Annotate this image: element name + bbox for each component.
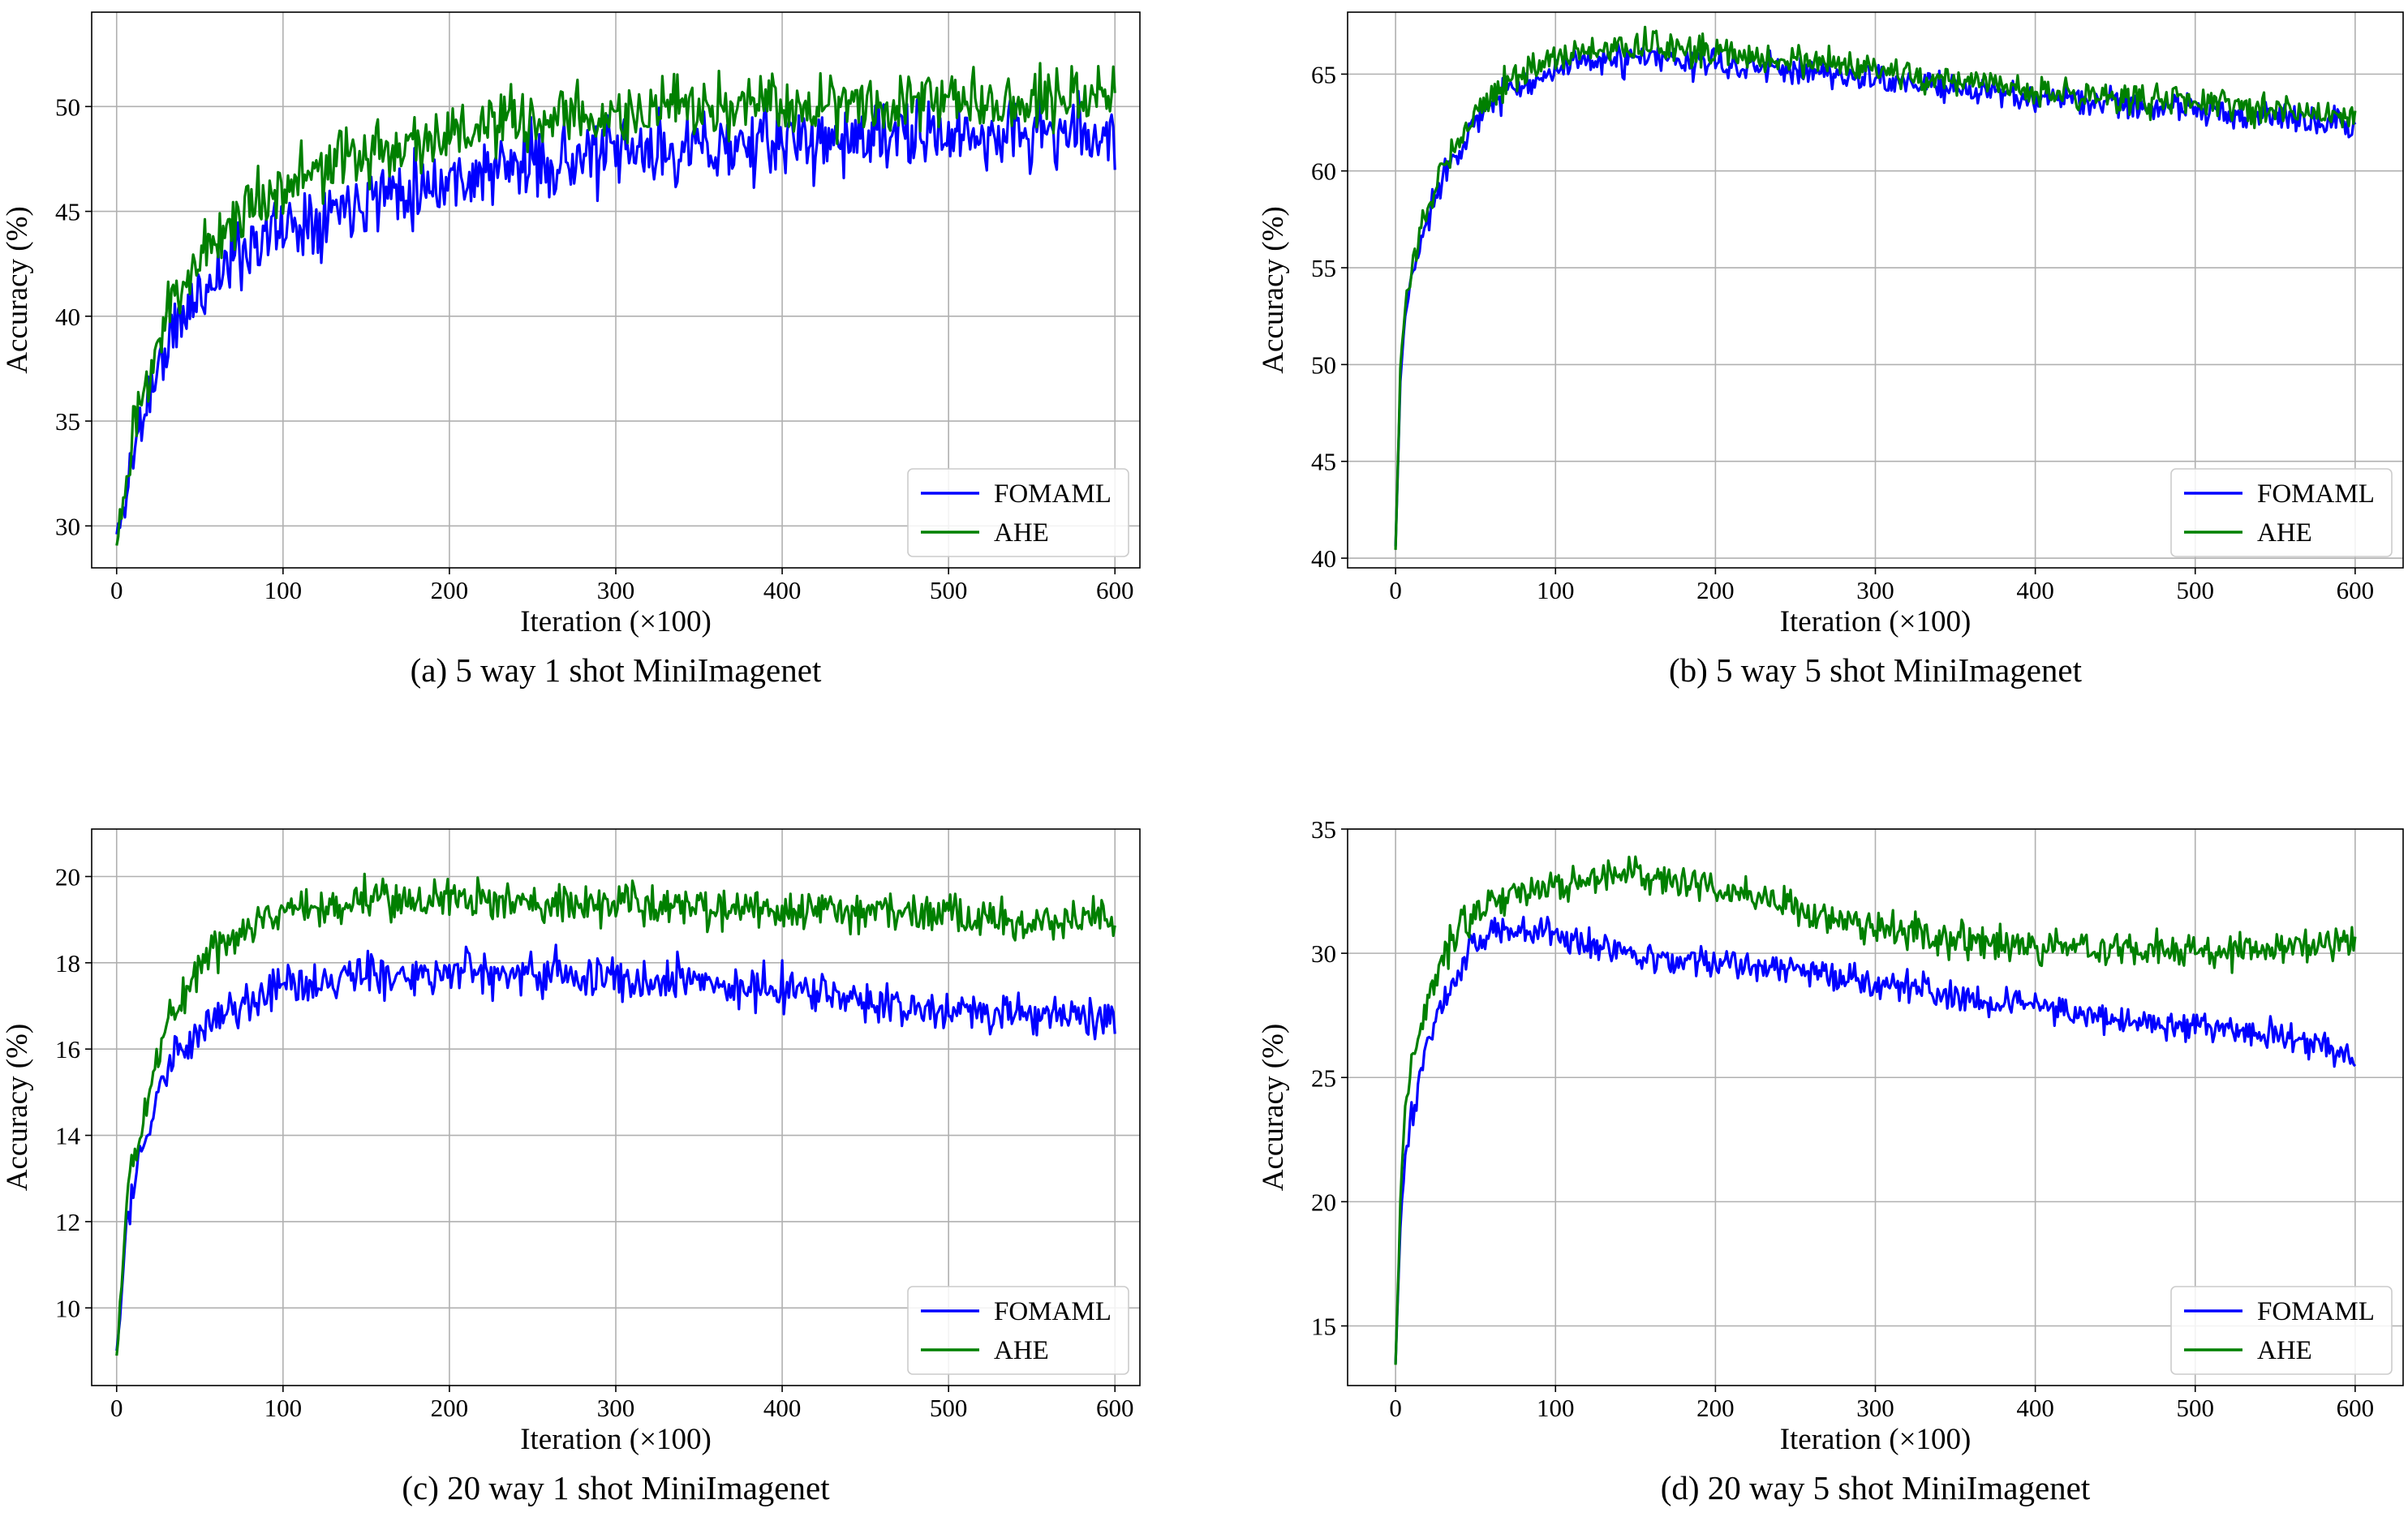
x-tick-label: 500 [2176,576,2214,604]
x-tick-label: 400 [763,1394,802,1422]
x-tick-label: 300 [1856,576,1894,604]
x-tick-label: 0 [110,1394,123,1422]
x-axis-label: Iteration (×100) [1780,1423,1972,1456]
legend-label: AHE [2257,1336,2312,1365]
legend-label: FOMAML [2257,1297,2375,1326]
x-tick-label: 0 [1389,576,1402,604]
y-tick-label: 45 [1311,448,1336,476]
y-axis-label: Accuracy (%) [1257,1024,1290,1191]
x-axis-label: Iteration (×100) [1780,605,1972,638]
y-tick-label: 12 [55,1208,80,1236]
legend-label: AHE [2257,518,2312,548]
series-line [115,943,1116,1351]
x-tick-label: 200 [1696,576,1735,604]
series-line [1394,855,2357,1365]
series-line [115,89,1116,535]
legend-box [2170,1286,2393,1375]
x-tick-label: 400 [2016,1394,2054,1422]
panel-caption: (b) 5 way 5 shot MiniImagenet [1669,651,2083,689]
y-axis-label: Accuracy (%) [1,206,34,373]
y-tick-label: 45 [55,198,80,226]
y-axis-label: Accuracy (%) [1,1024,34,1191]
x-tick-label: 100 [264,576,303,604]
y-tick-label: 55 [1311,254,1336,282]
y-tick-label: 40 [55,303,80,331]
legend: FOMAML AHE [2170,1286,2393,1375]
x-tick-label: 300 [597,1394,635,1422]
x-tick-label: 100 [264,1394,303,1422]
y-tick-label: 65 [1311,60,1336,88]
y-tick-label: 15 [1311,1313,1336,1341]
series-line [1394,25,2357,550]
x-tick-label: 600 [1096,576,1134,604]
series-line [1394,915,2357,1364]
y-tick-label: 30 [55,512,80,540]
x-tick-label: 600 [2337,1394,2375,1422]
y-tick-label: 50 [55,92,80,121]
y-tick-label: 35 [55,407,80,436]
x-tick-label: 100 [1537,576,1575,604]
chart-panel: 0 100 200 300 400 500 600 30 35 40 45 50 Iteration (… [1,11,1141,689]
y-tick-label: 50 [1311,350,1336,379]
legend: FOMAML AHE [907,468,1129,557]
legend-label: AHE [994,1336,1049,1365]
panel-caption: (c) 20 way 1 shot MiniImagenet [402,1469,830,1506]
x-tick-label: 500 [930,1394,968,1422]
legend-label: FOMAML [2257,479,2375,509]
x-tick-label: 200 [431,576,469,604]
x-tick-label: 500 [930,576,968,604]
y-tick-label: 14 [55,1122,81,1150]
legend: FOMAML AHE [2170,468,2393,557]
chart-panel: 0 100 200 300 400 500 600 10 12 14 16 18 20 Iteration… [1,828,1141,1506]
x-tick-label: 400 [763,576,802,604]
legend-label: FOMAML [994,479,1112,509]
chart-panel: 0 100 200 300 400 500 600 40 45 50 55 60 65 Iteration… [1257,11,2404,689]
x-tick-label: 0 [1389,1394,1402,1422]
chart-panel: 0 100 200 300 400 500 600 15 20 25 30 35 Iteration (… [1257,815,2404,1506]
panel-caption: (d) 20 way 5 shot MiniImagenet [1661,1469,2091,1506]
x-tick-label: 300 [597,576,635,604]
legend-box [907,1286,1129,1375]
x-tick-label: 200 [1696,1394,1735,1422]
x-tick-label: 500 [2176,1394,2214,1422]
series-line [115,62,1116,546]
legend-box [907,468,1129,557]
x-tick-label: 0 [110,576,123,604]
x-tick-label: 200 [431,1394,469,1422]
x-tick-label: 400 [2016,576,2054,604]
y-tick-label: 60 [1311,157,1336,186]
y-tick-label: 35 [1311,815,1336,844]
legend-label: AHE [994,518,1049,548]
y-tick-label: 40 [1311,544,1336,573]
legend-box [2170,468,2393,557]
y-tick-label: 20 [55,862,80,891]
y-tick-label: 20 [1311,1188,1336,1216]
y-tick-label: 16 [55,1035,80,1063]
legend-label: FOMAML [994,1297,1112,1326]
y-tick-label: 10 [55,1294,80,1322]
y-axis-label: Accuracy (%) [1257,206,1290,373]
y-tick-label: 18 [55,949,80,978]
x-tick-label: 600 [1096,1394,1134,1422]
x-tick-label: 600 [2337,576,2375,604]
legend: FOMAML AHE [907,1286,1129,1375]
x-tick-label: 100 [1537,1394,1575,1422]
panel-caption: (a) 5 way 1 shot MiniImagenet [411,651,822,689]
y-tick-label: 30 [1311,939,1336,968]
x-axis-label: Iteration (×100) [520,605,712,638]
series-line [115,872,1116,1356]
x-tick-label: 300 [1856,1394,1894,1422]
y-tick-label: 25 [1311,1063,1336,1092]
x-axis-label: Iteration (×100) [520,1423,712,1456]
